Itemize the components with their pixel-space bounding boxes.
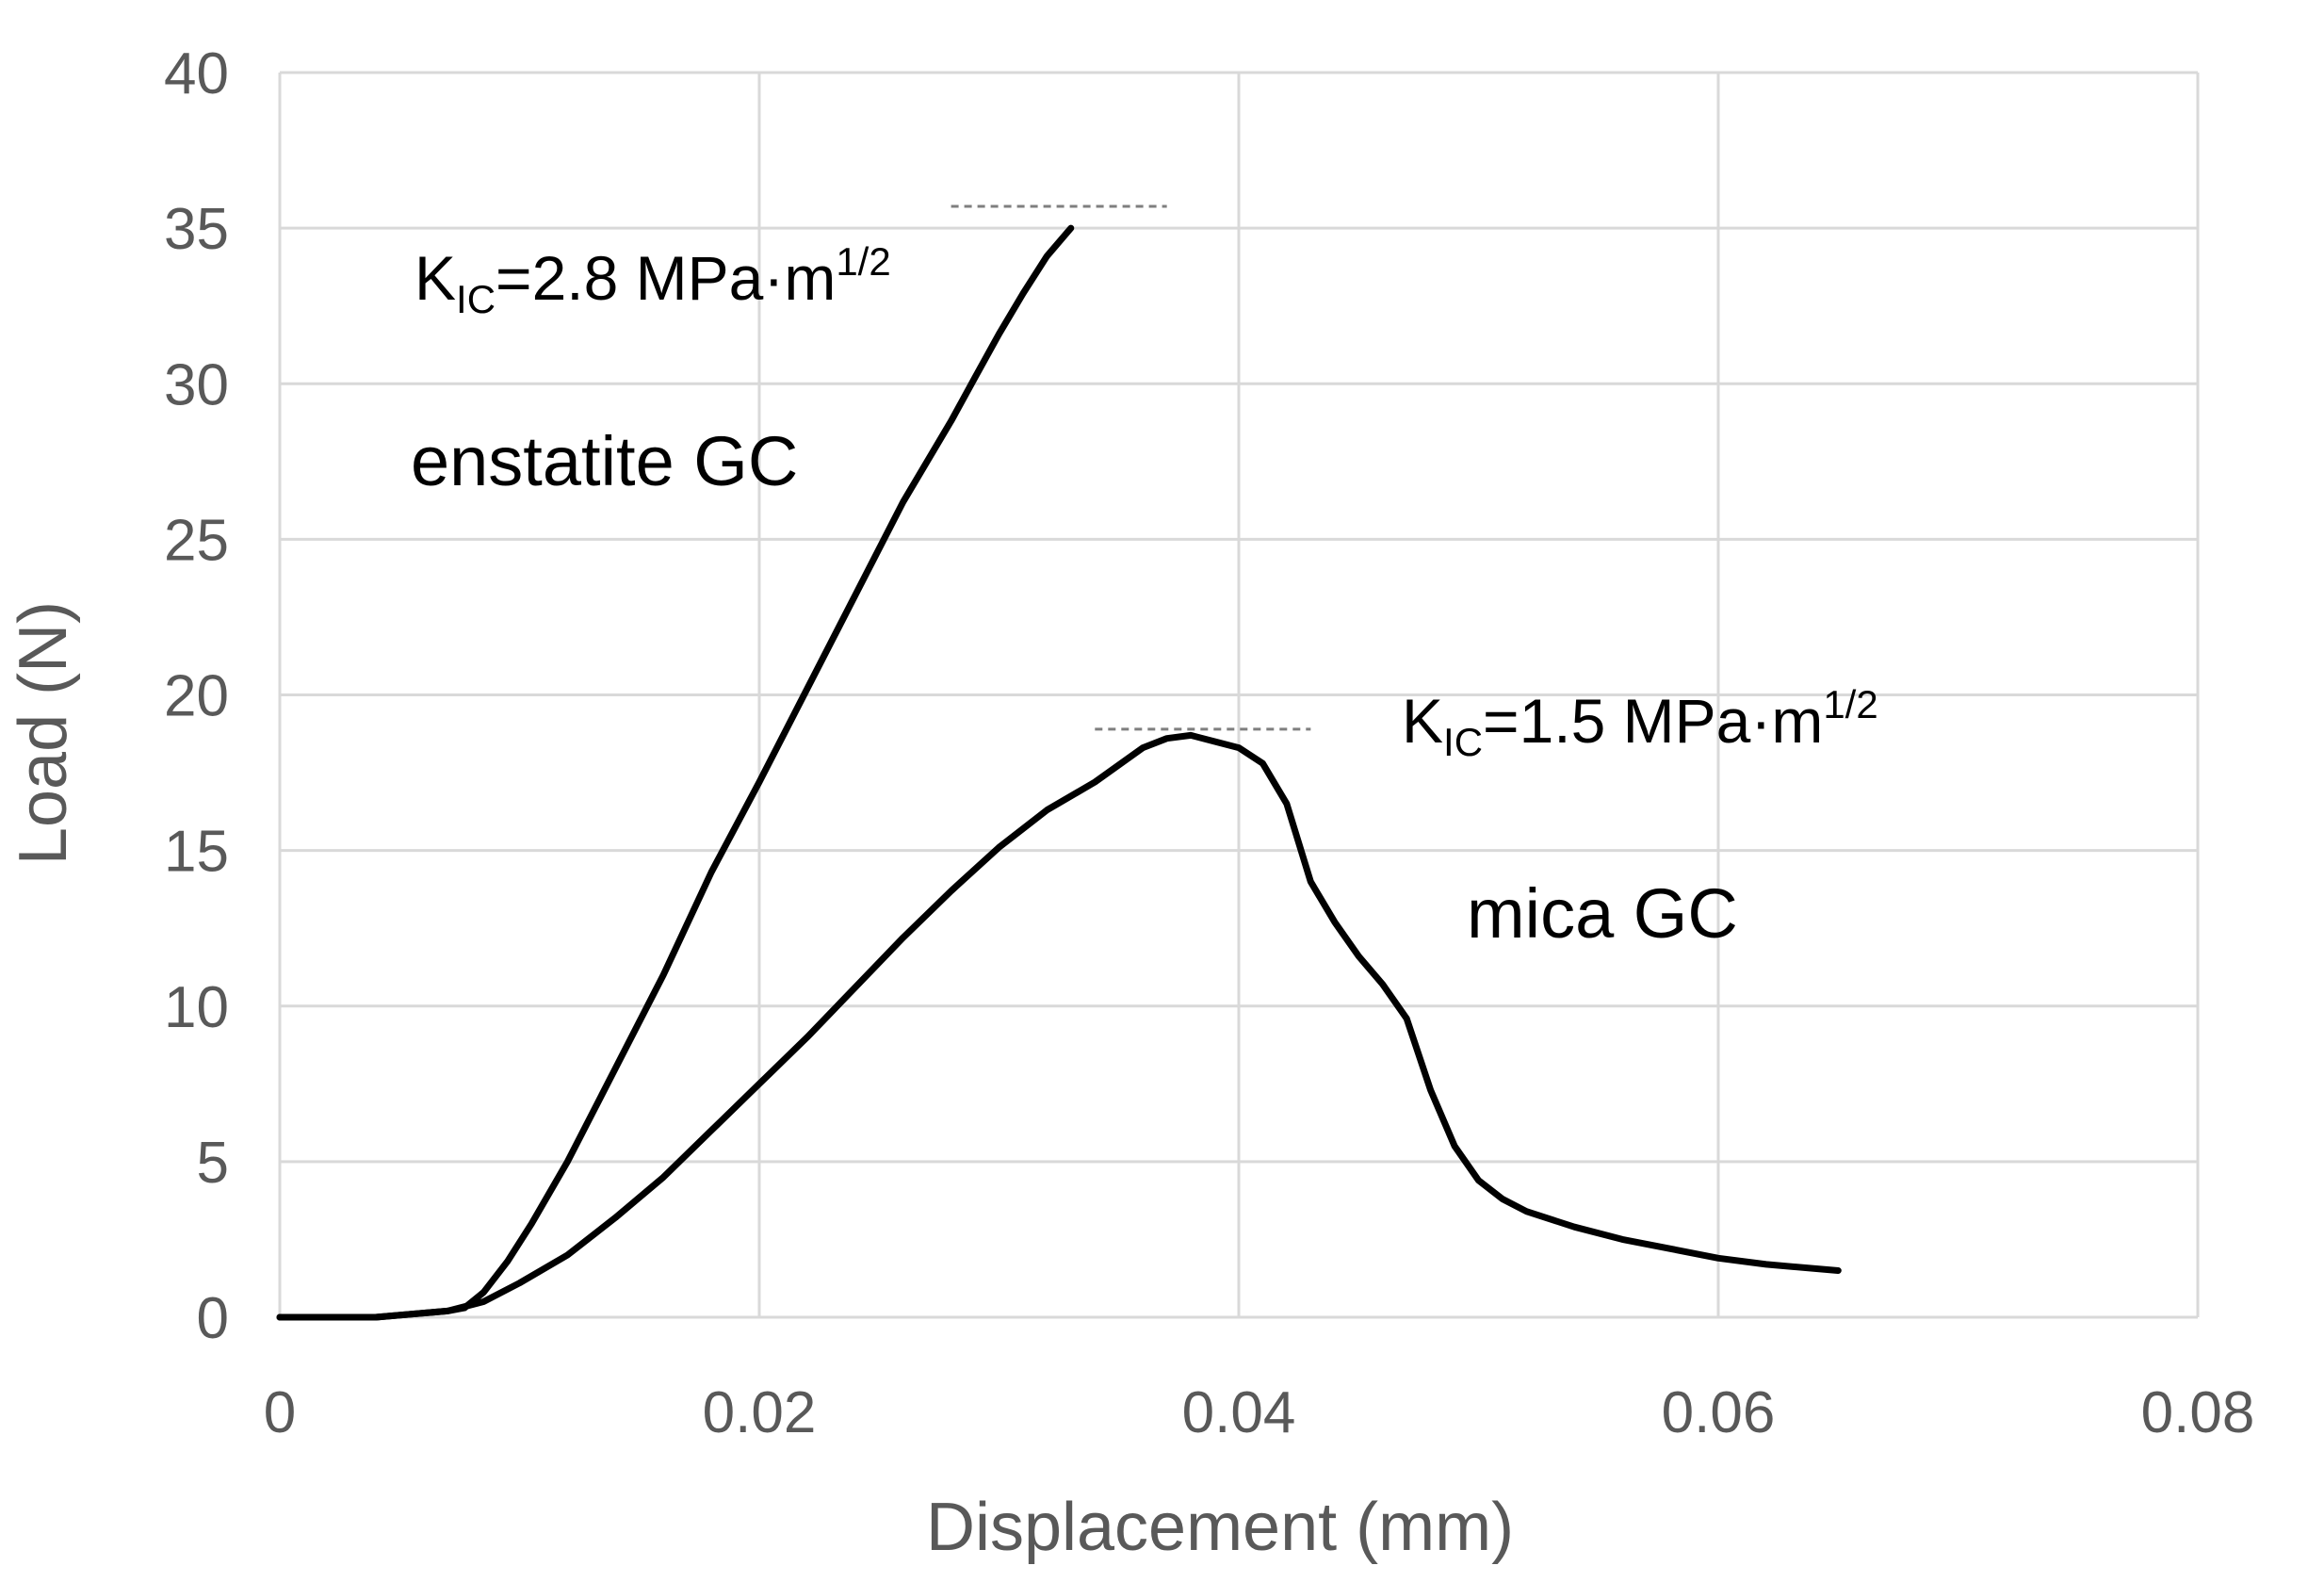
x-tick-label: 0.08 bbox=[2141, 1380, 2255, 1445]
kic-exponent: 1/2 bbox=[836, 239, 890, 284]
kic-value: =1.5 MPa·m bbox=[1483, 686, 1823, 756]
kic-prefix: K bbox=[414, 243, 456, 313]
series-lines bbox=[276, 224, 1842, 1321]
y-tick-label: 20 bbox=[164, 664, 229, 729]
kic-annotation-mica: KIC=1.5 MPa·m1/2 bbox=[1402, 682, 1878, 764]
series-line-mica-gc bbox=[276, 731, 1842, 1321]
kic-annotation-enstatite: KIC=2.8 MPa·m1/2 bbox=[414, 239, 891, 321]
y-tick-label: 30 bbox=[164, 352, 229, 417]
y-tick-label: 15 bbox=[164, 820, 229, 885]
x-tick-label: 0.02 bbox=[703, 1380, 817, 1445]
y-tick-label: 5 bbox=[197, 1131, 229, 1196]
x-tick-label: 0.06 bbox=[1662, 1380, 1776, 1445]
tick-labels: 0 5 10 15 20 25 30 35 40 0 0.02 0.04 0.06 0.08 bbox=[164, 41, 2254, 1445]
y-tick-label: 25 bbox=[164, 508, 229, 573]
series-label-mica: mica GC bbox=[1467, 874, 1738, 953]
y-tick-label: 40 bbox=[164, 41, 229, 106]
y-tick-label: 10 bbox=[164, 975, 229, 1040]
kic-value: =2.8 MPa·m bbox=[496, 243, 836, 313]
kic-exponent: 1/2 bbox=[1823, 682, 1877, 726]
x-tick-label: 0.04 bbox=[1182, 1380, 1296, 1445]
peak-reference-lines bbox=[951, 204, 1311, 731]
series-line-enstatite-gc bbox=[276, 224, 1075, 1321]
series-label-enstatite: enstatite GC bbox=[411, 422, 798, 500]
kic-prefix: K bbox=[1402, 686, 1443, 756]
y-tick-label: 35 bbox=[164, 197, 229, 262]
y-axis-title: Load (N) bbox=[6, 601, 81, 865]
x-tick-label: 0 bbox=[264, 1380, 296, 1445]
gridlines bbox=[278, 71, 2200, 1319]
x-axis-title: Displacement (mm) bbox=[926, 1490, 1514, 1565]
kic-subscript: IC bbox=[1443, 720, 1483, 764]
kic-subscript: IC bbox=[456, 277, 496, 321]
y-tick-label: 0 bbox=[197, 1286, 229, 1351]
